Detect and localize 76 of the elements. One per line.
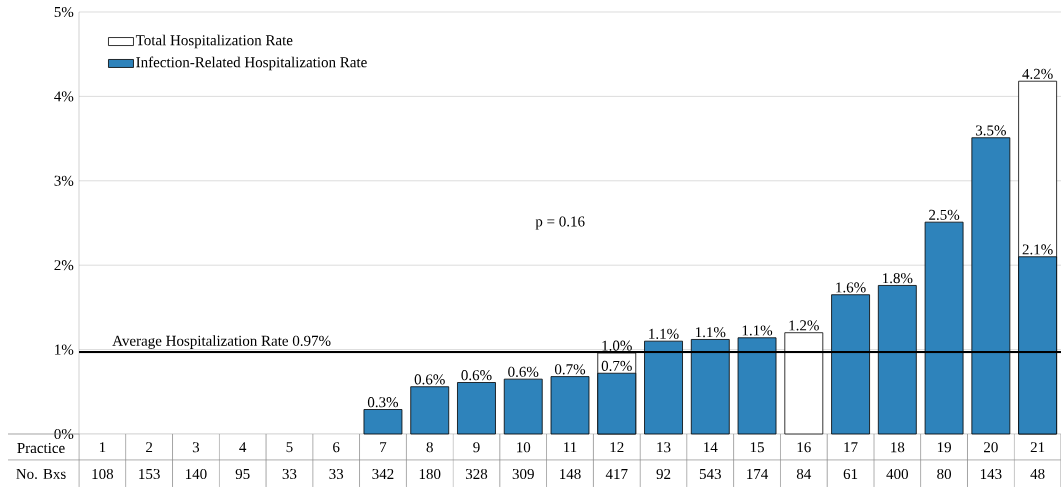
x-tick-label: 14 <box>704 442 718 453</box>
data-label: 1.2% <box>789 320 819 331</box>
text: 174 <box>747 469 769 479</box>
bar <box>550 376 590 435</box>
data-label: 4.2% <box>1022 68 1053 80</box>
text: 543 <box>699 468 721 480</box>
text: 108 <box>92 468 114 480</box>
bar <box>410 386 450 435</box>
data-label: 0.3% <box>367 397 399 408</box>
data-label: 0.7% <box>554 364 586 375</box>
text: 143 <box>980 468 1002 480</box>
data-label: 1.1% <box>649 328 679 339</box>
x-tick-label: 10 <box>517 442 531 453</box>
text: No. Bxs <box>16 468 66 480</box>
x-tick-label: 7 <box>380 442 387 453</box>
text: 328 <box>465 468 488 480</box>
text: 153 <box>139 468 160 480</box>
data-label: 3.5% <box>975 125 1006 136</box>
data-label: 1.6% <box>836 282 866 293</box>
text: 84 <box>796 468 812 480</box>
legend-label: Total Hospitalization Rate <box>135 34 293 49</box>
data-label: 0.6% <box>461 370 492 381</box>
text: 148 <box>560 468 581 480</box>
y-tick-label: 4% <box>54 91 74 102</box>
x-tick-label: 5 <box>286 442 293 453</box>
text: 33 <box>329 468 344 480</box>
x-tick-label: 12 <box>610 442 624 453</box>
x-tick-label: 9 <box>473 442 480 453</box>
text: 400 <box>886 468 909 480</box>
text: 140 <box>185 468 207 480</box>
x-tick-label: 18 <box>891 442 905 453</box>
x-tick-label: 21 <box>1030 442 1045 453</box>
text: 180 <box>419 468 441 480</box>
x-tick-label: 20 <box>984 442 998 453</box>
data-label: 1.0% <box>602 340 632 351</box>
x-tick-label: 11 <box>564 442 577 453</box>
bar <box>457 382 496 435</box>
data-label: 2.1% <box>1022 244 1053 255</box>
bar <box>503 378 543 435</box>
data-label: 1.1% <box>742 325 773 336</box>
data-label: 2.5% <box>929 209 960 220</box>
text: 80 <box>937 468 952 480</box>
data-label: 0.6% <box>414 374 445 385</box>
y-tick-label: 5% <box>54 6 74 18</box>
x-tick-label: 15 <box>750 442 764 453</box>
x-tick-label: 13 <box>657 442 671 453</box>
text: 417 <box>605 469 628 479</box>
text: 309 <box>512 468 534 480</box>
data-label: 1.1% <box>695 327 726 338</box>
text: 33 <box>282 468 297 480</box>
x-tick-label: 19 <box>937 442 951 453</box>
y-tick-label: 2% <box>54 260 74 271</box>
text: 48 <box>1030 468 1045 480</box>
x-tick-label: 6 <box>333 442 340 453</box>
bar <box>363 409 403 435</box>
text: 92 <box>656 468 671 480</box>
ref-line-label: Average Hospitalization Rate 0.97% <box>112 335 331 349</box>
y-tick-label: 1% <box>55 344 74 355</box>
x-tick-label: 3 <box>192 442 200 453</box>
data-label: 0.7% <box>601 360 632 372</box>
y-tick-label: 3% <box>54 175 74 186</box>
text: 61 <box>843 468 858 480</box>
text: 342 <box>372 468 394 480</box>
x-tick-label: 8 <box>426 442 433 453</box>
x-axis-title: Practice <box>17 442 65 454</box>
x-tick-label: 4 <box>239 442 247 453</box>
data-label: 0.6% <box>508 366 539 377</box>
annotation: p = 0.16 <box>535 216 585 230</box>
y-tick-label: 0% <box>54 428 74 440</box>
x-tick-label: 17 <box>844 442 858 453</box>
text: 95 <box>235 468 250 480</box>
legend-label: Infection-Related Hospitalization Rate <box>136 56 367 71</box>
x-tick-label: 1 <box>99 442 106 453</box>
x-tick-label: 2 <box>146 442 153 453</box>
x-tick-label: 16 <box>797 442 811 453</box>
data-label: 1.8% <box>883 273 913 284</box>
